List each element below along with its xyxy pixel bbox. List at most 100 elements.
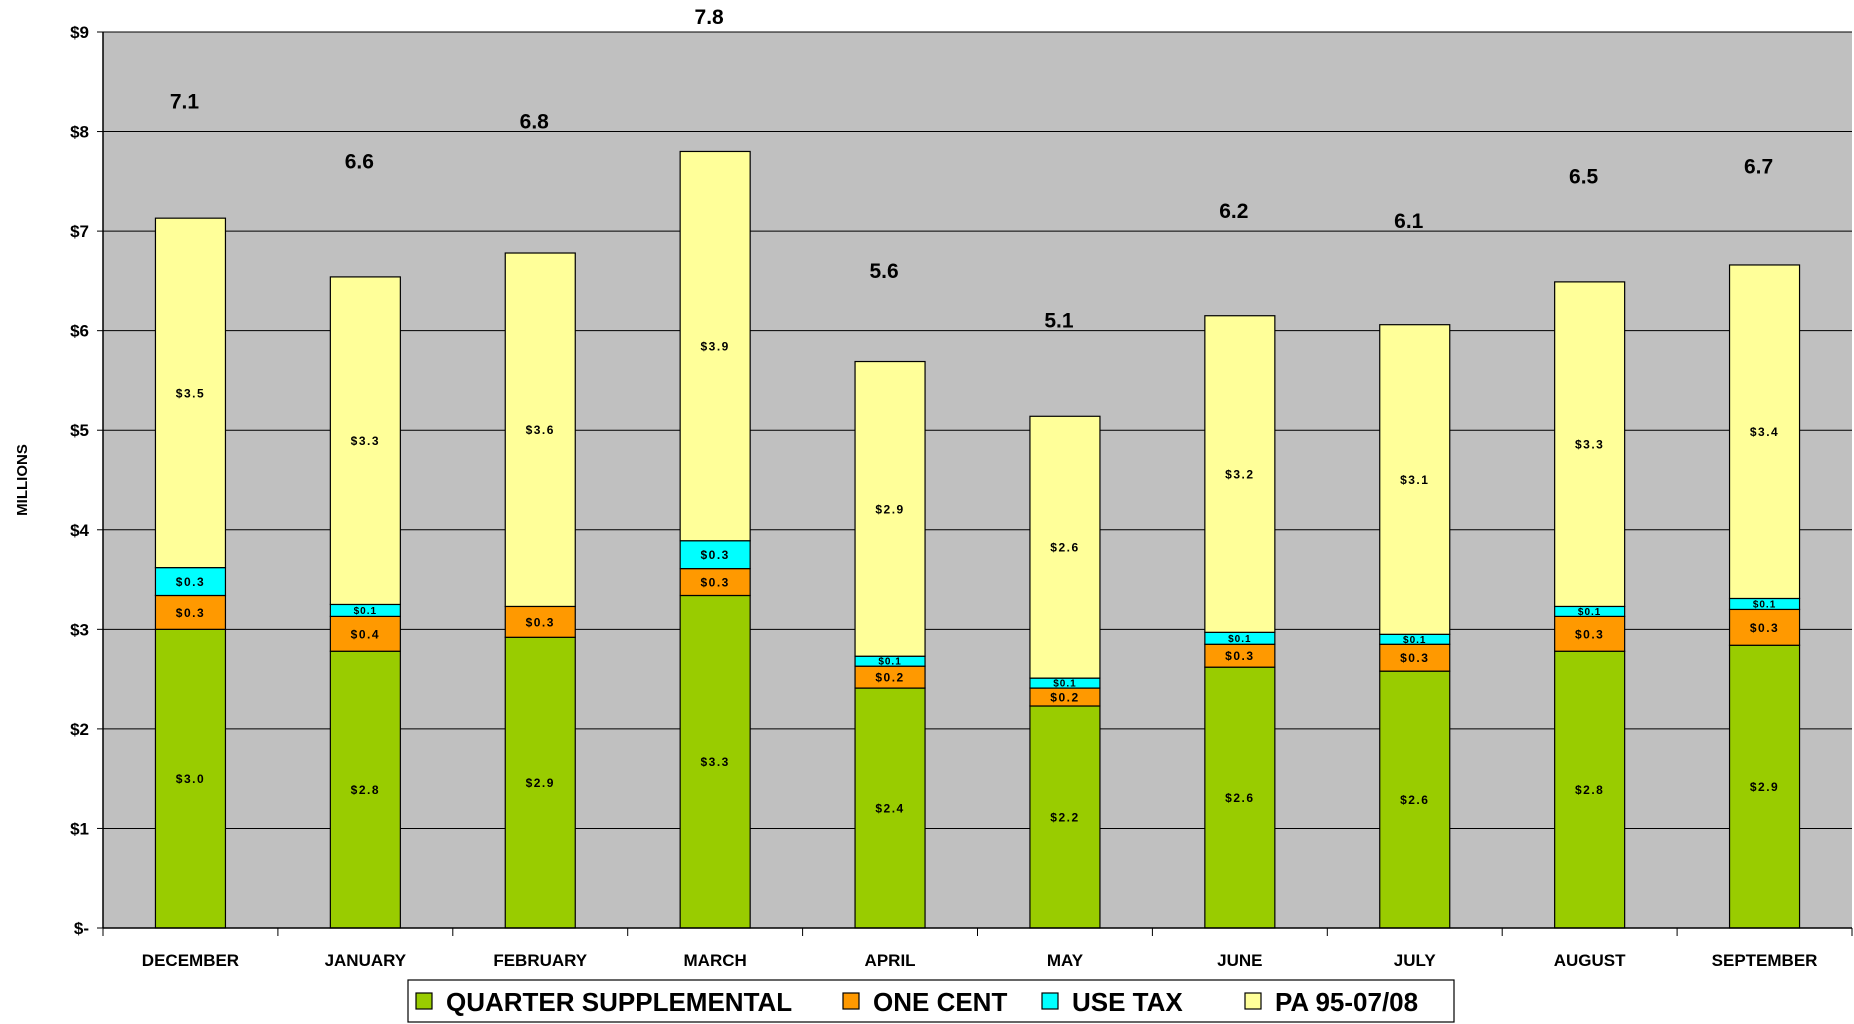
segment-label: $0.3 [1750,621,1779,635]
bars [154,150,1801,929]
bar-segment [154,567,227,597]
segment-label: $3.5 [176,386,205,400]
x-tick-label: SEPTEMBER [1712,951,1818,970]
total-label: 6.7 [1744,155,1773,178]
segment-label: $0.3 [700,548,729,562]
bar-segment [329,615,401,652]
bar-segment [1029,705,1101,929]
y-tick-label: $3 [70,620,89,639]
bar-segment [504,605,576,638]
y-tick-label: $4 [70,521,89,540]
x-tick-label: JUNE [1217,951,1262,970]
bar-segment [1554,281,1626,608]
bar-segment [154,217,227,569]
segment-label: $3.3 [1575,438,1604,452]
total-label: 6.8 [520,111,550,134]
segment-label: $0.3 [176,575,205,589]
segment-label: $2.9 [875,502,904,516]
bar-segment [329,276,401,606]
segment-label: $0.3 [526,615,555,629]
legend-swatch [415,992,433,1010]
bar-segment [1728,608,1801,646]
bar-segment [679,540,751,570]
bar-segment [679,568,751,597]
segment-label: $3.0 [176,772,205,786]
segment-label: $0.4 [351,627,380,641]
segment-label: $3.1 [1400,473,1429,487]
segment-labels: $3.0 $0.3 $0.3 $3.5 $2.8 $0.4 $0.1 $3.3 $2.9 $0.3… [176,340,1779,825]
segment-label: $2.9 [1750,780,1779,794]
bar-segment [1728,644,1801,929]
total-labels: 7.1 6.6 6.8 7.8 5.6 5.1 6.2 6.1 6.5 6.7 [170,6,1773,333]
legend: QUARTER SUPPLEMENTAL ONE CENT USE TAX PA 95… [407,979,1455,1023]
legend-label: PA 95-07/08 [1275,987,1418,1017]
bar-segment [1204,315,1276,633]
segment-label: $3.3 [351,434,380,448]
segment-label: $0.3 [1225,649,1254,663]
bar-segment [1379,670,1451,929]
legend-label: QUARTER SUPPLEMENTAL [446,987,792,1017]
segment-label: $0.1 [1578,607,1601,618]
segment-label: $2.8 [351,783,380,797]
bar-segment [854,687,926,929]
x-tick-labels: DECEMBER JANUARY FEBRUARY MARCH APRIL MAY JUNE… [142,951,1818,970]
segment-label: $3.6 [526,423,555,437]
x-tick-label: MARCH [684,951,747,970]
bar-segment [679,594,751,929]
legend-label: USE TAX [1072,987,1183,1017]
legend-box [407,979,1455,1023]
segment-label: $3.9 [700,340,729,354]
legend-swatch [1244,992,1262,1010]
segment-label: $3.3 [700,755,729,769]
segment-label: $2.9 [526,776,555,790]
legend-swatch [842,992,860,1010]
bar-segment [1029,415,1101,679]
bar-segment [504,252,576,608]
total-label: 6.6 [345,150,374,173]
legend-swatch [1041,992,1059,1010]
y-tick-label: $9 [70,23,89,42]
segment-label: $0.1 [1053,679,1076,690]
axes [102,32,1853,936]
x-tick-label: JANUARY [325,951,407,970]
x-tick-label: MAY [1047,951,1084,970]
segment-label: $2.6 [1050,541,1079,555]
y-tick-labels: $- $1 $2 $3 $4 $5 $6 $7 $8 $9 [70,23,89,938]
segment-label: $0.2 [875,671,904,685]
total-label: 6.1 [1394,210,1424,233]
legend-label: ONE CENT [873,987,1007,1017]
segment-label: $0.3 [1575,627,1604,641]
y-tick-label: $6 [70,322,89,341]
segment-label: $2.6 [1400,793,1429,807]
segment-label: $0.2 [1050,691,1079,705]
segment-label: $0.1 [1228,634,1251,645]
total-label: 7.8 [695,6,725,29]
bar-segment [679,150,751,542]
x-tick-label: DECEMBER [142,951,239,970]
bar-segment [329,650,401,929]
segment-label: $2.4 [875,802,904,816]
x-tick-label: JULY [1394,951,1437,970]
segment-label: $2.6 [1225,791,1254,805]
total-label: 7.1 [170,91,200,114]
bar-segment [504,636,576,929]
segment-label: $0.3 [1400,651,1429,665]
y-tick-label: $1 [70,819,89,838]
segment-label: $0.3 [176,606,205,620]
total-label: 5.6 [869,260,898,283]
y-tick-label: $2 [70,720,89,739]
y-tick-label: $7 [70,222,89,241]
total-label: 6.5 [1569,165,1599,188]
segment-label: $2.2 [1050,810,1079,824]
segment-label: $2.8 [1575,783,1604,797]
segment-label: $0.3 [700,576,729,590]
y-tick-label: $5 [70,421,89,440]
total-label: 5.1 [1044,310,1074,333]
bar-segment [854,360,926,657]
bar-segment [1728,264,1801,600]
bar-segment [1379,324,1451,635]
segment-label: $0.1 [1753,599,1776,610]
y-tick-label: $8 [70,123,89,142]
segment-label: $0.1 [354,606,377,617]
